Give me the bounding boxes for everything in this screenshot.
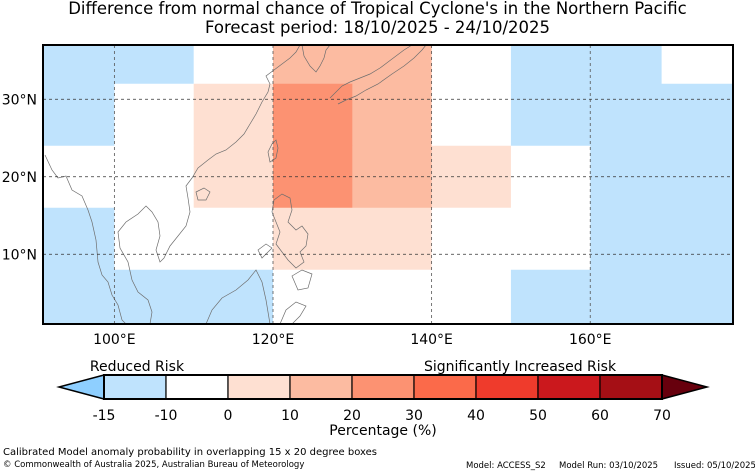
legend-tick-label: 50 <box>529 408 547 424</box>
grid-cell <box>43 83 115 147</box>
japan-coastline <box>329 45 427 105</box>
legend-tick-label: 60 <box>591 408 609 424</box>
legend-tick-label: -10 <box>155 408 178 424</box>
borneo-coastline <box>205 269 271 324</box>
grid-cell <box>193 45 274 85</box>
legend-swatch <box>599 374 663 400</box>
lat-tick-label: 10°N <box>2 247 37 263</box>
grid-cell <box>510 269 733 324</box>
legend-increased-risk: Significantly Increased Risk <box>424 359 617 375</box>
legend-swatch <box>351 374 415 400</box>
grid-cell <box>114 83 195 147</box>
grid-cell <box>510 45 663 85</box>
lon-tick-label: 120°E <box>252 332 295 348</box>
grid-cell <box>43 45 195 85</box>
legend-swatch <box>165 374 229 400</box>
copyright: © Commonwealth of Australia 2025, Austra… <box>3 460 305 470</box>
legend-reduced-risk: Reduced Risk <box>90 359 185 375</box>
legend-swatch <box>475 374 539 400</box>
hainan-coastline <box>195 187 211 201</box>
grid-cell <box>431 45 512 85</box>
sulawesi-coastline <box>279 301 307 324</box>
legend-swatch <box>103 374 167 400</box>
grid-cell <box>273 83 353 147</box>
anomaly-grid <box>43 45 733 324</box>
philippines-coastline <box>257 193 313 291</box>
lat-tick-label: 20°N <box>2 170 37 186</box>
grid-cell <box>510 83 733 147</box>
grid-cell <box>193 83 274 147</box>
legend-tick-label: 40 <box>467 408 485 424</box>
legend-swatch <box>289 374 353 400</box>
korea-coastline <box>301 45 331 73</box>
chart-title: Difference from normal chance of Tropica… <box>68 0 687 18</box>
grid-cell <box>273 207 433 271</box>
map-frame <box>42 44 734 325</box>
grid-cell <box>114 207 195 271</box>
lon-tick-label: 140°E <box>410 332 453 348</box>
grid-cell <box>431 83 512 147</box>
legend-tick-label: 20 <box>343 408 361 424</box>
model-name: Model: ACCESS_S2 <box>466 461 546 471</box>
taiwan-coastline <box>267 139 279 163</box>
legend-frame <box>103 374 663 400</box>
issued-date: Issued: 05/10/2025 <box>674 461 755 471</box>
grid-cell <box>43 207 115 271</box>
lon-tick-label: 160°E <box>569 332 612 348</box>
map-axes: 100°E 120°E 140°E 160°E 10°N 20°N 30°N <box>2 92 612 348</box>
legend-tick-label: 10 <box>281 408 299 424</box>
grid-cell <box>43 269 274 324</box>
legend-swatch <box>537 374 601 400</box>
grid-cell <box>431 207 512 271</box>
lon-tick-label: 100°E <box>93 332 136 348</box>
grid-cell <box>193 207 274 271</box>
model-run: Model Run: 03/10/2025 <box>559 461 659 471</box>
legend-tick-label: 0 <box>224 408 233 424</box>
legend-axis-label: Percentage (%) <box>329 423 436 439</box>
legend-under-arrow <box>56 374 105 400</box>
grid-cell <box>352 83 433 147</box>
legend-over-arrow <box>661 374 710 400</box>
grid-cell <box>510 207 591 271</box>
grid-cell <box>661 45 733 85</box>
legend: Reduced Risk Significantly Increased Risk… <box>56 359 710 439</box>
grid-cell <box>273 269 512 324</box>
forecast-period: Forecast period: 18/10/2025 - 24/10/2025 <box>204 18 551 37</box>
legend-tick-label: -15 <box>93 408 116 424</box>
gridlines <box>43 45 733 324</box>
footnote: Calibrated Model anomaly probability in … <box>3 447 378 458</box>
legend-swatch <box>413 374 477 400</box>
legend-tick-label: 30 <box>405 408 423 424</box>
legend-tick-label: 70 <box>653 408 671 424</box>
legend-swatch <box>227 374 291 400</box>
lat-tick-label: 30°N <box>2 92 37 108</box>
grid-cell <box>43 145 115 209</box>
grid-cell <box>590 207 733 271</box>
